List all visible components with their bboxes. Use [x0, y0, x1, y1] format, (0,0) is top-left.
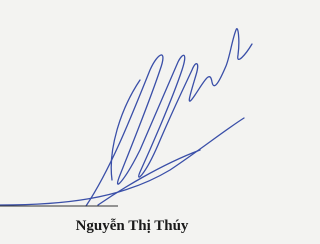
page: Nguyễn Thị Thúy (() => { const data = JS… [0, 0, 254, 244]
background [0, 0, 254, 244]
signature-block: Nguyễn Thị Thúy [0, 0, 254, 244]
signer-name: Nguyễn Thị Thúy [76, 218, 189, 234]
